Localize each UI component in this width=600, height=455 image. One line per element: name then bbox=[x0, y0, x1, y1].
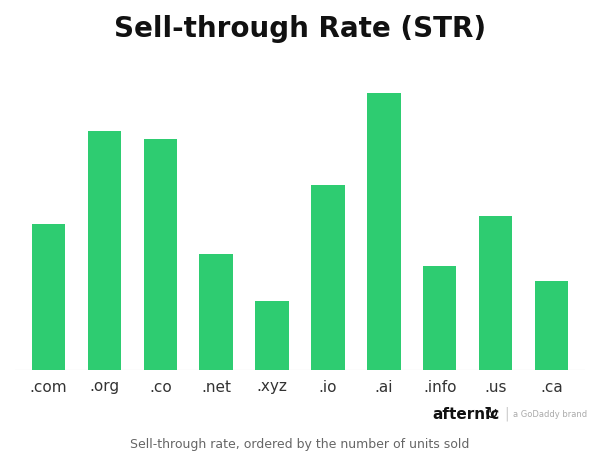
Bar bbox=[479, 216, 512, 370]
Bar bbox=[88, 131, 121, 370]
Text: afternic: afternic bbox=[432, 407, 499, 421]
Bar bbox=[311, 185, 345, 370]
Bar bbox=[32, 223, 65, 370]
Bar bbox=[199, 254, 233, 370]
Bar bbox=[535, 281, 568, 370]
Text: Sell-through rate, ordered by the number of units sold: Sell-through rate, ordered by the number… bbox=[130, 439, 470, 451]
Bar bbox=[143, 139, 177, 370]
Bar bbox=[423, 266, 457, 370]
Title: Sell-through Rate (STR): Sell-through Rate (STR) bbox=[114, 15, 486, 43]
Bar bbox=[255, 301, 289, 370]
Text: |: | bbox=[505, 407, 509, 421]
Text: ↻: ↻ bbox=[483, 405, 499, 423]
Bar bbox=[367, 93, 401, 370]
Text: a GoDaddy brand: a GoDaddy brand bbox=[513, 410, 587, 419]
